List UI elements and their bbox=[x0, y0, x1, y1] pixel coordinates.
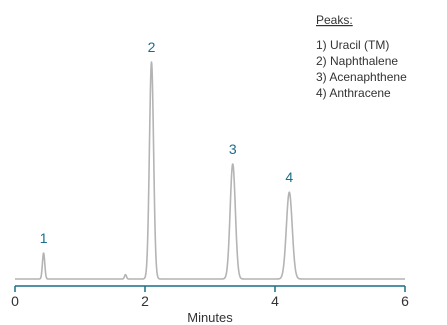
peak-labels: 1 2 3 4 bbox=[40, 39, 294, 246]
x-axis-tick-labels: 0 2 4 6 bbox=[11, 293, 409, 309]
legend-title: Peaks: bbox=[316, 13, 353, 27]
legend: Peaks: 1) Uracil (TM) 2) Naphthalene 3) … bbox=[316, 13, 407, 100]
x-axis-ticks bbox=[14, 286, 406, 292]
peak-label-1: 1 bbox=[40, 230, 48, 246]
x-axis-title: Minutes bbox=[187, 310, 233, 325]
peak-label-4: 4 bbox=[285, 169, 293, 185]
x-tick-label-4: 4 bbox=[271, 293, 279, 309]
legend-title-text: Peaks bbox=[316, 13, 349, 27]
legend-item-4: 4) Anthracene bbox=[316, 86, 391, 100]
legend-item-2: 2) Naphthalene bbox=[316, 54, 398, 68]
legend-item-1: 1) Uracil (TM) bbox=[316, 38, 389, 52]
legend-item-3: 3) Acenaphthene bbox=[316, 70, 407, 84]
peak-label-2: 2 bbox=[148, 39, 156, 55]
legend-title-suffix: : bbox=[349, 13, 352, 27]
x-tick-label-0: 0 bbox=[11, 293, 19, 309]
x-tick-label-6: 6 bbox=[401, 293, 409, 309]
peak-label-3: 3 bbox=[229, 141, 237, 157]
chromatogram-trace bbox=[14, 61, 406, 280]
x-tick-label-2: 2 bbox=[141, 293, 149, 309]
